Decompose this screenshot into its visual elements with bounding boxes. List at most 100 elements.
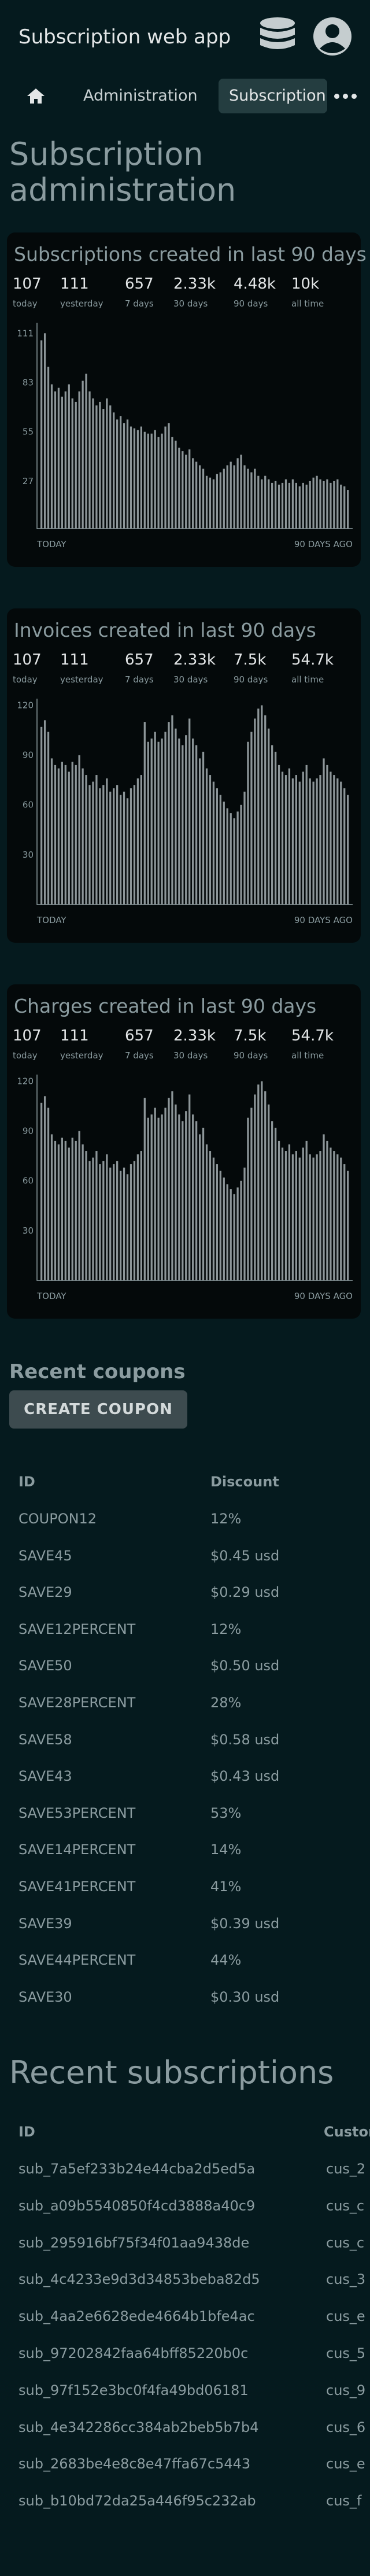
chart-bar	[102, 1161, 105, 1280]
chart-bar	[150, 433, 153, 529]
chart-bar	[126, 798, 129, 905]
stat-value: 111	[60, 651, 89, 669]
coupon-id[interactable]: SAVE45	[18, 1547, 72, 1564]
chart-bar	[140, 775, 142, 905]
coupon-id[interactable]: SAVE50	[18, 1658, 72, 1674]
coupon-id[interactable]: SAVE43	[18, 1768, 72, 1785]
subscription-customer[interactable]: cus_e	[326, 2456, 365, 2472]
more-horizontal-icon[interactable]	[334, 89, 357, 103]
coupon-id[interactable]: SAVE58	[18, 1731, 72, 1748]
chart-bar	[50, 1134, 53, 1280]
chart-bar	[106, 778, 108, 905]
subscription-id[interactable]: sub_7a5ef233b24e44cba2d5ed5a	[18, 2161, 256, 2177]
stat-label: today	[13, 674, 38, 685]
chart-bar	[171, 437, 173, 529]
stat-value: 54.7k	[291, 651, 334, 669]
subscription-id[interactable]: sub_97f152e3bc0f4fa49bd06181	[18, 2382, 249, 2398]
chart-bar	[250, 1108, 253, 1280]
chart-bar	[216, 474, 219, 529]
chart-panel: Invoices created in last 90 days 107 today…	[7, 608, 361, 943]
chart-bar	[171, 1091, 173, 1280]
chart-bar	[78, 1131, 80, 1280]
chart-bar	[309, 778, 311, 905]
subscription-customer[interactable]: cus_c	[326, 2234, 365, 2251]
coupon-id[interactable]: SAVE28PERCENT	[18, 1695, 136, 1711]
chart-bar	[281, 772, 284, 905]
subscription-id[interactable]: sub_4c4233e9d3d34853beba82d5	[18, 2271, 260, 2288]
subscription-id[interactable]: sub_295916bf75f34f01aa9438de	[18, 2234, 250, 2251]
chart-bar	[274, 481, 277, 529]
coupon-id[interactable]: SAVE53PERCENT	[18, 1804, 136, 1821]
chart-bar	[168, 722, 170, 905]
chart-bar	[54, 391, 57, 529]
tab-subscription-administration[interactable]: Subscription administration	[219, 79, 327, 113]
subscription-customer[interactable]: cus_3	[326, 2271, 366, 2288]
chart-bar	[40, 340, 43, 529]
subscription-customer[interactable]: cus_c	[326, 2197, 365, 2214]
coupon-id[interactable]: SAVE14PERCENT	[18, 1841, 136, 1858]
subscription-customer[interactable]: cus_e	[326, 2308, 365, 2325]
home-icon[interactable]	[24, 86, 47, 106]
coupon-id[interactable]: SAVE39	[18, 1915, 72, 1932]
chart-bar	[340, 1157, 342, 1280]
chart-bar	[326, 1141, 328, 1280]
chart-panel: Subscriptions created in last 90 days 107…	[7, 232, 367, 567]
stat-label: 90 days	[234, 298, 268, 309]
subscription-customer[interactable]: cus_2	[326, 2161, 366, 2177]
coupon-id[interactable]: SAVE44PERCENT	[18, 1952, 136, 1969]
subscription-id[interactable]: sub_b10bd72da25a446f95c232ab	[18, 2493, 256, 2509]
chart-bar	[257, 475, 260, 529]
chart-bar	[88, 785, 91, 905]
database-icon[interactable]	[259, 16, 296, 56]
chart-bar	[212, 479, 215, 529]
chart-bar	[113, 788, 115, 905]
chart-bar	[116, 1161, 119, 1280]
coupon-discount: 12%	[210, 1621, 242, 1637]
coupon-id[interactable]: SAVE29	[18, 1584, 72, 1601]
coupon-id[interactable]: COUPON12	[18, 1511, 97, 1527]
subscription-id[interactable]: sub_97202842faa64bff85220b0c	[18, 2345, 249, 2361]
chart-bar	[243, 465, 246, 529]
chart-bar	[43, 333, 46, 529]
subscription-id[interactable]: sub_a09b5540850f4cd3888a40c9	[18, 2197, 256, 2214]
chart-bar	[178, 448, 180, 529]
chart-title: Invoices created in last 90 days	[14, 619, 316, 641]
chart-bar	[130, 788, 132, 905]
chart-bar	[236, 1187, 239, 1280]
y-tick-label: 120	[17, 700, 34, 710]
subscription-customer[interactable]: cus_9	[326, 2382, 366, 2398]
chart-bar	[205, 475, 208, 529]
chart-bar	[164, 1108, 166, 1280]
subscription-id[interactable]: sub_4e342286cc384ab2beb5b7b4	[18, 2419, 259, 2435]
y-tick-label: 30	[23, 850, 34, 860]
subscription-customer[interactable]: cus_5	[326, 2345, 366, 2361]
coupon-discount: 53%	[210, 1804, 242, 1821]
user-account-icon[interactable]	[312, 16, 353, 57]
chart-bar	[175, 1104, 177, 1280]
chart-bar	[95, 405, 98, 529]
chart-bar	[75, 1141, 77, 1280]
coupon-id[interactable]: SAVE30	[18, 1988, 72, 2005]
chart-bar	[178, 1114, 180, 1280]
subscription-customer[interactable]: cus_6	[326, 2419, 366, 2435]
chart-bar	[147, 433, 149, 529]
coupon-id[interactable]: SAVE41PERCENT	[18, 1879, 136, 1895]
stat-label: 90 days	[234, 674, 268, 685]
chart-bar	[64, 1141, 66, 1280]
chart-bar	[192, 738, 194, 905]
subscription-id[interactable]: sub_4aa2e6628ede4664b1bfe4ac	[18, 2308, 255, 2325]
stat-value: 107	[13, 651, 42, 669]
stat-label: 30 days	[173, 674, 208, 685]
chart-bar	[126, 419, 129, 529]
chart-bar	[319, 1151, 321, 1280]
chart-bar	[143, 722, 146, 905]
subscription-customer[interactable]: cus_f	[326, 2493, 362, 2509]
subscription-id[interactable]: sub_2683be4e8c8e47ffa67c5443	[18, 2456, 251, 2472]
tab-administration[interactable]: Administration	[83, 87, 198, 105]
create-coupon-button[interactable]: CREATE COUPON	[9, 1390, 187, 1429]
coupon-id[interactable]: SAVE12PERCENT	[18, 1621, 136, 1637]
chart-bar	[126, 1174, 129, 1280]
chart-bar	[161, 433, 163, 529]
chart-bar	[85, 775, 87, 905]
chart-bar	[347, 490, 349, 529]
